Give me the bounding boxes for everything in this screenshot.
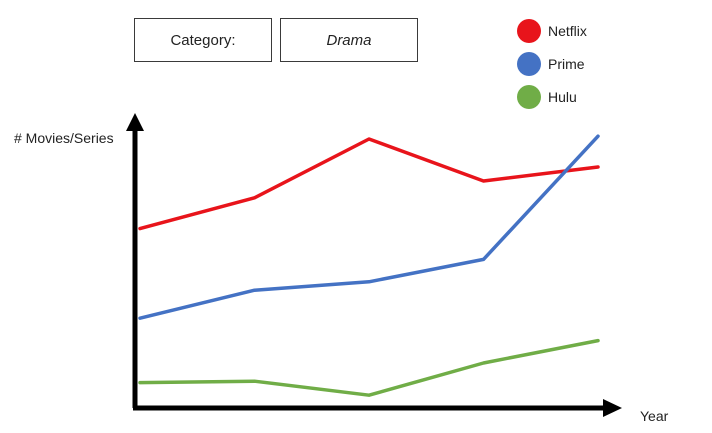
data-point-hulu-1 [138,381,142,384]
data-point-netflix-4 [482,179,485,183]
category-label-box: Category: [134,18,272,62]
category-value: Drama [326,31,372,49]
data-point-prime-5 [596,135,600,138]
y-axis-label: # Movies/Series [14,130,114,146]
data-point-hulu-2 [253,380,256,383]
series-layer [138,134,600,397]
category-value-box[interactable]: Drama [280,18,418,62]
data-point-hulu-4 [482,361,485,365]
data-point-netflix-1 [138,227,142,230]
data-point-prime-1 [138,317,142,320]
data-point-prime-3 [367,280,371,283]
data-point-prime-4 [482,258,485,261]
legend-marker-netflix [517,19,541,43]
data-point-prime-2 [253,289,256,292]
legend-label-netflix: Netflix [548,23,587,39]
legend-label-hulu: Hulu [548,89,577,105]
chart-axes [126,113,622,417]
data-point-hulu-3 [367,394,371,397]
legend-label-prime: Prime [548,56,585,72]
legend-marker-hulu [517,85,541,109]
x-axis-arrow [603,399,622,417]
series-line-netflix [138,137,600,231]
legend: Netflix Prime Hulu [517,19,587,109]
data-point-netflix-2 [253,196,256,199]
series-line-prime [138,134,600,320]
data-point-netflix-5 [596,165,600,169]
legend-marker-prime [517,52,541,76]
data-point-netflix-3 [367,137,371,141]
category-label: Category: [170,31,236,49]
series-line-hulu [138,338,600,397]
x-axis-label: Year [640,408,669,424]
data-point-hulu-5 [596,339,600,342]
y-axis-arrow [126,113,144,131]
